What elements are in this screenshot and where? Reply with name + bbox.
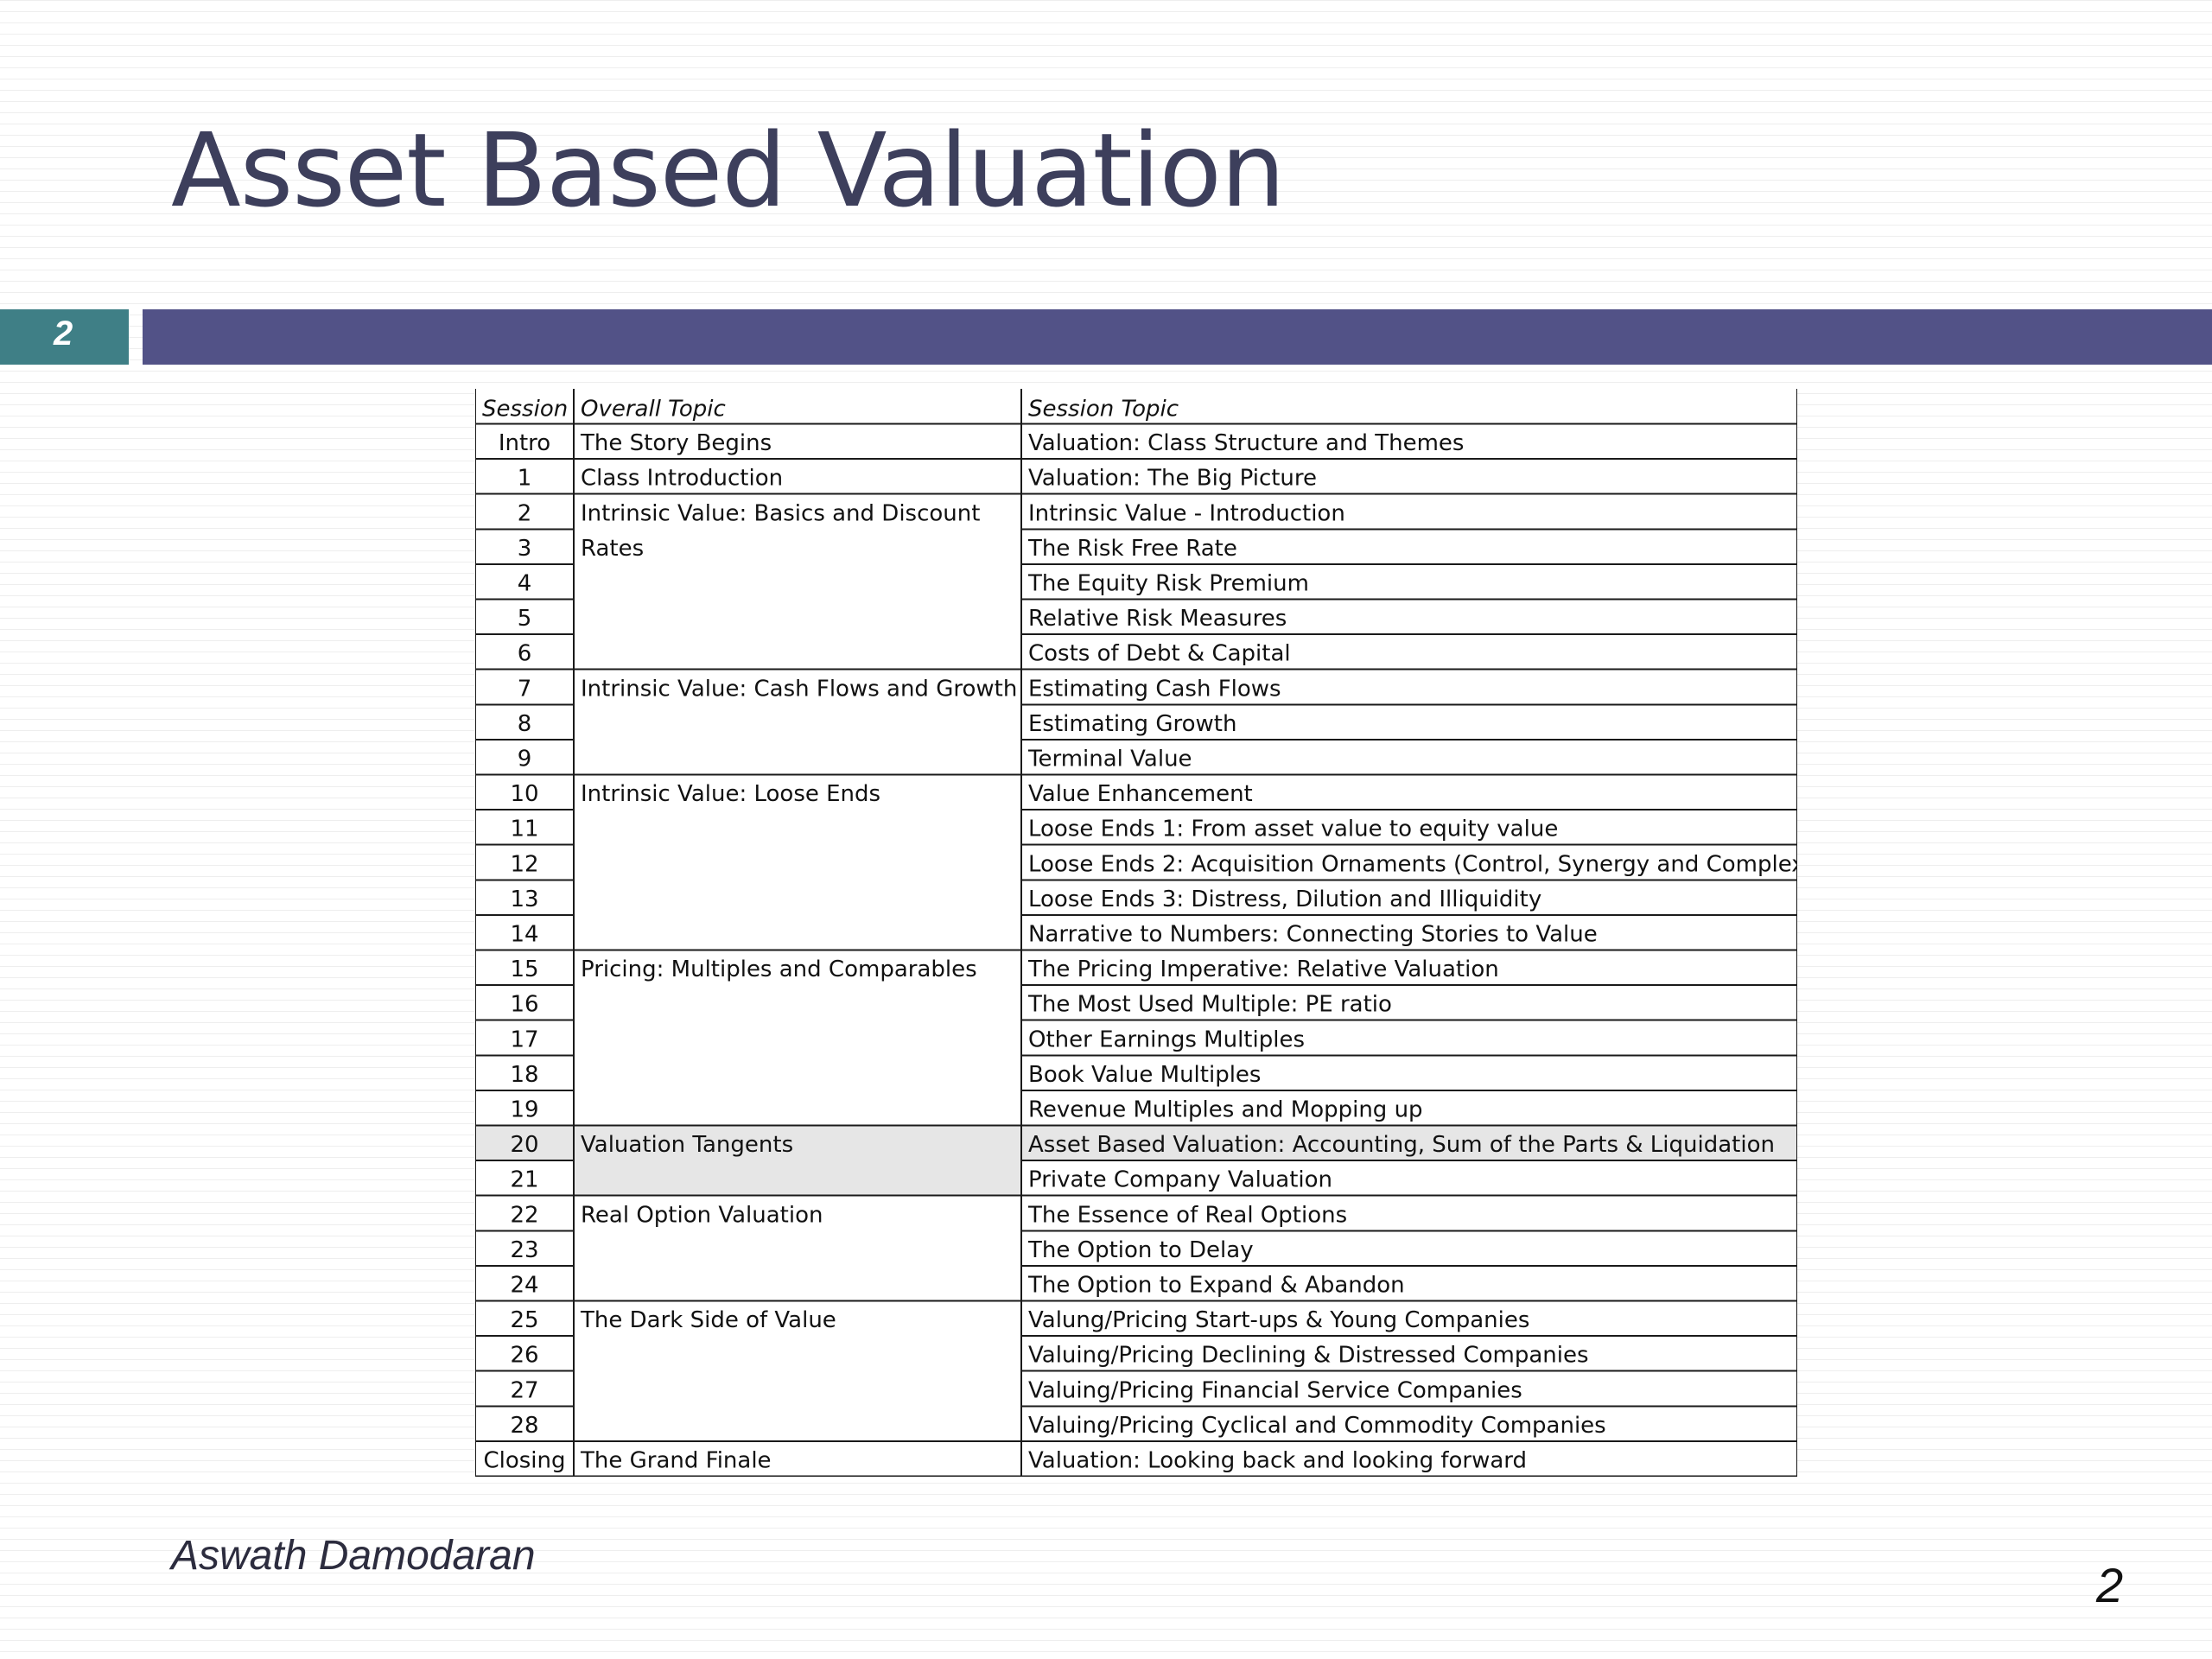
cell-session-topic: The Option to Delay <box>1027 1237 1254 1263</box>
cell-session: 12 <box>510 851 538 877</box>
slide-number-tab: 2 <box>0 309 129 365</box>
cell-session: 25 <box>510 1307 538 1333</box>
cell-session-topic: Estimating Cash Flows <box>1028 676 1281 702</box>
header-session-topic: Session Topic <box>1028 397 1179 423</box>
slide-title: Asset Based Valuation <box>171 111 1286 230</box>
cell-session: 14 <box>510 922 538 948</box>
cell-session-topic: The Most Used Multiple: PE ratio <box>1027 992 1392 1018</box>
page-number: 2 <box>2096 1558 2124 1612</box>
cell-session-topic: Loose Ends 1: From asset value to equity… <box>1028 817 1558 842</box>
cell-overall-topic: The Grand Finale <box>580 1448 772 1474</box>
cell-session-topic: Intrinsic Value - Introduction <box>1028 500 1345 526</box>
cell-session: Intro <box>499 430 550 456</box>
cell-session: 11 <box>510 817 538 842</box>
cell-session: 5 <box>518 606 532 632</box>
cell-session: 4 <box>518 571 532 597</box>
cell-session-topic: Valuation: Class Structure and Themes <box>1028 430 1464 456</box>
cell-session: 2 <box>518 500 532 526</box>
cell-session: 6 <box>518 641 532 667</box>
cell-session-topic: The Essence of Real Options <box>1027 1202 1347 1228</box>
cell-session: Closing <box>483 1448 565 1474</box>
cell-session-topic: Value Enhancement <box>1028 781 1253 807</box>
cell-session-topic: Relative Risk Measures <box>1028 606 1287 632</box>
cell-session: 17 <box>510 1027 538 1052</box>
cell-session: 21 <box>510 1167 538 1193</box>
slide-number-tab-label: 2 <box>54 315 73 353</box>
cell-overall-topic: Intrinsic Value: Loose Ends <box>581 781 880 807</box>
cell-session-topic: Valuing/Pricing Cyclical and Commodity C… <box>1028 1413 1606 1439</box>
title-divider-band <box>143 309 2212 365</box>
cell-session: 27 <box>510 1377 538 1403</box>
cell-session: 19 <box>510 1097 538 1123</box>
cell-session-topic: Revenue Multiples and Mopping up <box>1028 1097 1423 1123</box>
cell-session: 8 <box>518 711 532 737</box>
cell-session-topic: Book Value Multiples <box>1028 1062 1261 1088</box>
cell-session-topic: Valung/Pricing Start-ups & Young Compani… <box>1028 1307 1529 1333</box>
cell-session-topic: The Option to Expand & Abandon <box>1027 1273 1405 1299</box>
cell-session: 24 <box>510 1273 538 1299</box>
cell-overall-topic: Valuation Tangents <box>581 1132 793 1158</box>
cell-session: 16 <box>510 992 538 1018</box>
author-name: Aswath Damodaran <box>171 1533 536 1579</box>
schedule-grid: Session Overall Topic Session Topic Intro Va… <box>475 389 1797 1477</box>
cell-session-topic: Loose Ends 3: Distress, Dilution and Ill… <box>1028 887 1541 912</box>
cell-overall-topic: Class Introduction <box>581 466 783 492</box>
cell-session: 3 <box>518 536 532 562</box>
cell-overall-topic: Real Option Valuation <box>581 1202 823 1228</box>
cell-session: 10 <box>510 781 538 807</box>
header-overall-topic: Overall Topic <box>581 397 726 423</box>
cell-session: 28 <box>510 1413 538 1439</box>
header-session: Session <box>482 397 568 423</box>
cell-session-topic: Loose Ends 2: Acquisition Ornaments (Con… <box>1028 851 1797 877</box>
cell-session-topic: Asset Based Valuation: Accounting, Sum o… <box>1028 1132 1775 1158</box>
cell-overall-topic-cont: Rates <box>581 536 644 562</box>
cell-session-topic: Valuation: The Big Picture <box>1028 466 1317 492</box>
cell-session: 9 <box>518 747 532 772</box>
cell-overall-topic: The Dark Side of Value <box>580 1307 836 1333</box>
cell-session: 18 <box>510 1062 538 1088</box>
cell-session-topic: Valuation: Looking back and looking forw… <box>1028 1448 1527 1474</box>
cell-session: 1 <box>518 466 532 492</box>
highlight-group-bg <box>574 1125 1021 1196</box>
cell-session-topic: Terminal Value <box>1027 747 1192 772</box>
course-schedule-table: Session Overall Topic Session Topic Intro Va… <box>475 389 1797 1477</box>
cell-overall-topic: The Story Begins <box>580 430 772 456</box>
cell-session-topic: Valuing/Pricing Declining & Distressed C… <box>1028 1343 1589 1369</box>
cell-session-topic: Costs of Debt & Capital <box>1028 641 1291 667</box>
cell-session-topic: Valuing/Pricing Financial Service Compan… <box>1028 1377 1522 1403</box>
cell-overall-topic: Intrinsic Value: Cash Flows and Growth <box>581 676 1017 702</box>
cell-overall-topic: Pricing: Multiples and Comparables <box>581 957 977 982</box>
cell-session: 20 <box>510 1132 538 1158</box>
cell-session-topic: Other Earnings Multiples <box>1028 1027 1305 1052</box>
cell-session-topic: The Risk Free Rate <box>1027 536 1237 562</box>
cell-session-topic: Private Company Valuation <box>1028 1167 1332 1193</box>
cell-overall-topic: Intrinsic Value: Basics and Discount <box>581 500 980 526</box>
cell-session-topic: The Pricing Imperative: Relative Valuati… <box>1027 957 1499 982</box>
cell-session-topic: Estimating Growth <box>1028 711 1236 737</box>
cell-session: 22 <box>510 1202 538 1228</box>
cell-session: 15 <box>510 957 538 982</box>
cell-session-topic: Narrative to Numbers: Connecting Stories… <box>1028 922 1598 948</box>
cell-session: 26 <box>510 1343 538 1369</box>
cell-session: 7 <box>518 676 532 702</box>
cell-session: 23 <box>510 1237 538 1263</box>
cell-session: 13 <box>510 887 538 912</box>
cell-session-topic: The Equity Risk Premium <box>1027 571 1309 597</box>
